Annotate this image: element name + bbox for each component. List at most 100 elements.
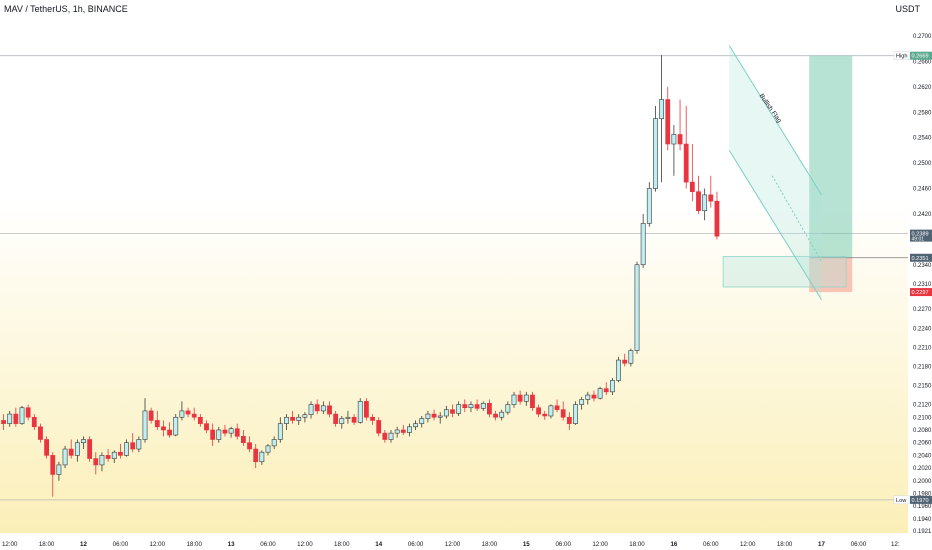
candle-body [450, 409, 455, 414]
candle-body [480, 402, 486, 409]
candle-body [314, 404, 320, 412]
y-tick-label: 0.1921 [913, 529, 932, 535]
chart-background [0, 0, 908, 533]
candle-body [87, 439, 93, 459]
candle-body [603, 388, 609, 393]
candle-body [456, 404, 462, 414]
candle-body [554, 405, 560, 410]
candle-body [486, 402, 492, 415]
flag-box [722, 256, 847, 288]
candle-body [388, 432, 394, 440]
x-tick-label: 12:00 [740, 541, 756, 548]
candle-body [394, 429, 400, 434]
candle-body [13, 413, 19, 424]
candle-body [560, 409, 566, 418]
candle-body [99, 455, 105, 466]
candle-body [370, 416, 375, 421]
currency-label: USDT [895, 4, 921, 14]
candle-body [376, 420, 382, 434]
x-tick-label: 12:00 [150, 541, 166, 548]
y-tick-label: 0.2580 [913, 110, 932, 116]
candle-body [462, 404, 468, 409]
x-tick-label: 12:00 [445, 541, 461, 548]
x-tick-label: 18:00 [39, 541, 55, 548]
candle-body [573, 404, 578, 424]
candle-body [81, 439, 86, 443]
level-sublabel-current: 49:01 [912, 237, 925, 243]
candle-body [173, 416, 179, 436]
candle-body [671, 134, 677, 145]
candle-body [271, 439, 277, 447]
level-tag-box-low [893, 495, 910, 505]
candle-body [628, 350, 634, 364]
x-tick-label: 18:00 [482, 541, 498, 548]
candle-body [530, 394, 535, 409]
candle-body [542, 413, 548, 417]
x-tick-label: 18:00 [629, 541, 645, 548]
flag-lower-line [728, 150, 822, 300]
candle-body [333, 413, 339, 424]
candle-body [62, 448, 68, 466]
x-tick-label: 06:00 [408, 541, 424, 548]
candle-body [653, 118, 658, 189]
candle-body [228, 428, 234, 434]
y-tick-label: 0.2540 [913, 136, 932, 142]
flag-channel [729, 45, 822, 300]
candle-body [425, 413, 431, 419]
candle-body [31, 416, 37, 428]
stop-zone [809, 257, 853, 293]
y-tick-label: 0.2080 [913, 428, 932, 434]
y-tick-label: 0.2240 [913, 326, 932, 332]
level-tag-low: Low [896, 498, 907, 504]
candle-body [167, 429, 172, 436]
candle-body [185, 410, 191, 415]
candle-body [290, 416, 295, 421]
candle-body [284, 416, 289, 424]
candle-body [50, 455, 56, 475]
candle-body [382, 432, 388, 440]
y-tick-label: 0.2150 [913, 383, 932, 389]
y-tick-label: 0.2040 [913, 453, 932, 459]
candle-body [44, 439, 49, 456]
candle-body [659, 99, 664, 119]
candle-body [696, 191, 701, 212]
candle-body [708, 194, 714, 202]
candle-body [19, 407, 25, 424]
level-badge-high [910, 51, 932, 60]
candle-body [197, 416, 203, 424]
candle-body [327, 405, 332, 415]
level-value-high: 0.2669 [912, 54, 929, 60]
candle-body [241, 436, 246, 443]
candle-body [677, 134, 683, 145]
candle-body [431, 413, 437, 418]
candle-body [493, 413, 498, 418]
y-tick-label: 0.2270 [913, 307, 932, 313]
candle-body [609, 380, 615, 393]
x-tick-label: 12:00 [592, 541, 608, 548]
candle-body [351, 416, 357, 423]
x-tick-label: 18:00 [334, 541, 350, 548]
y-tick-label: 0.2420 [913, 212, 932, 218]
y-tick-label: 0.2180 [913, 364, 932, 370]
candle-body [38, 426, 43, 440]
candle-body [68, 448, 74, 456]
y-tick-label: 0.2340 [913, 263, 932, 269]
y-tick-label: 0.2100 [913, 415, 932, 421]
candle-body [566, 416, 572, 424]
level-badge-entry [910, 253, 932, 262]
candle-body [7, 413, 13, 424]
level-value-entry: 0.2351 [912, 256, 929, 262]
candle-body [474, 404, 480, 409]
target-zone [809, 55, 853, 258]
y-tick-label: 0.2660 [913, 59, 932, 65]
candle-body [339, 418, 345, 424]
x-tick-label: 12: [891, 541, 900, 548]
candle-body [443, 409, 449, 417]
level-value-stop: 0.2297 [912, 290, 929, 296]
candle-body [634, 264, 640, 351]
y-tick-label: 0.2210 [913, 345, 932, 351]
candle-body [345, 416, 351, 419]
x-tick-label: 18:00 [777, 541, 793, 548]
y-tick-label: 0.2620 [913, 85, 932, 91]
